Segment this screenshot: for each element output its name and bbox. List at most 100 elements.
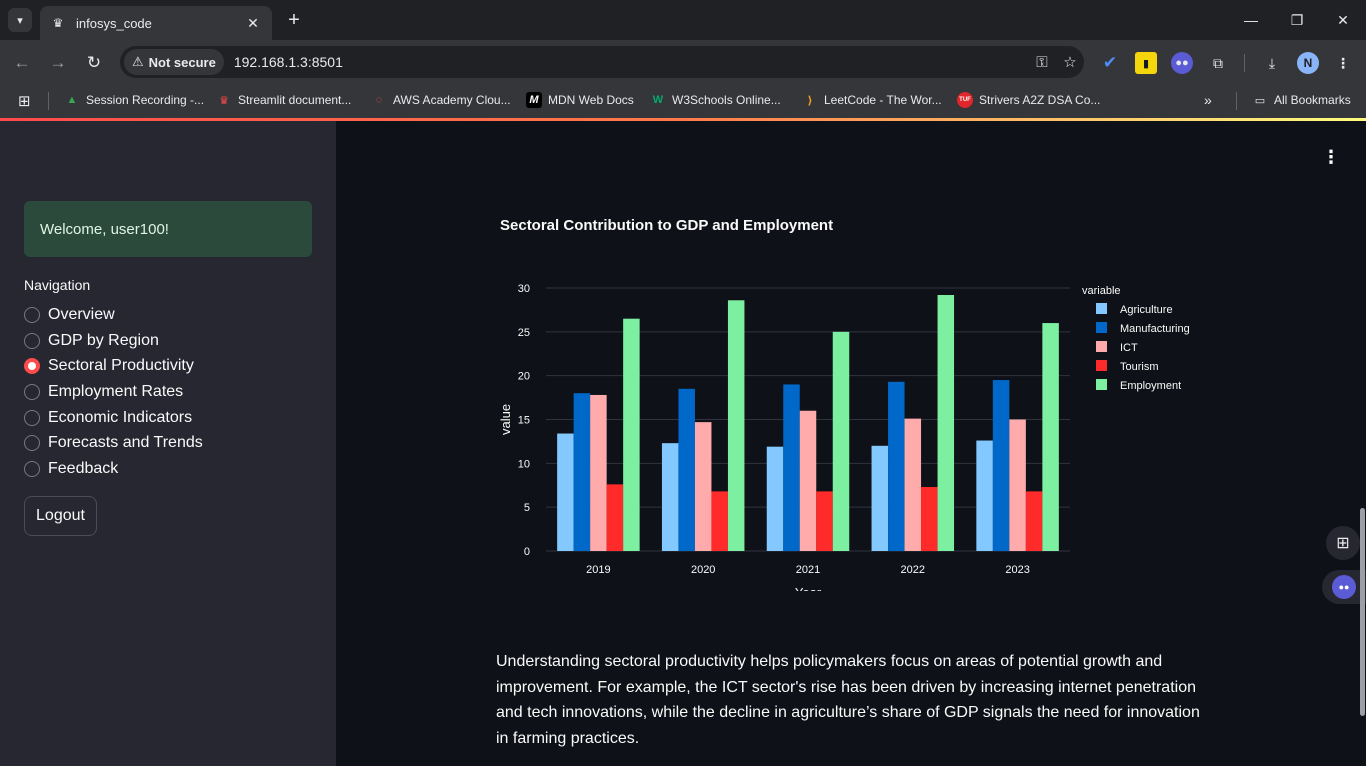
nav-radio-label: Employment Rates: [48, 382, 184, 400]
tab-search-icon[interactable]: ▾: [8, 8, 32, 32]
menu-icon[interactable]: ⋮: [1336, 54, 1350, 71]
nav-radio-label: Feedback: [48, 459, 119, 477]
bar: [904, 418, 922, 551]
logout-button[interactable]: Logout: [24, 496, 97, 536]
radio-unselected-icon[interactable]: [24, 306, 40, 323]
y-tick-label: 20: [518, 371, 530, 383]
bar: [766, 446, 784, 551]
all-bookmarks[interactable]: ▭ All Bookmarks: [1252, 92, 1351, 108]
profile-avatar[interactable]: N: [1297, 52, 1319, 74]
header-accent-bar: [0, 118, 1366, 121]
navigation-heading: Navigation: [24, 277, 91, 293]
bookmark-item[interactable]: TUF Strivers A2Z DSA Co...: [957, 92, 1100, 108]
more-bookmarks-icon[interactable]: »: [1204, 92, 1212, 108]
apps-float-icon[interactable]: ⊞: [1326, 526, 1360, 560]
legend-swatch: [1096, 322, 1107, 333]
bookmark-item[interactable]: W W3Schools Online...: [650, 92, 781, 108]
bar: [832, 331, 850, 551]
aws-icon: ◌: [375, 94, 383, 106]
star-icon[interactable]: ☆: [1063, 54, 1077, 71]
nav-radio-label: GDP by Region: [48, 331, 159, 349]
x-tick-label: 2023: [1005, 564, 1029, 576]
bookmark-label: Streamlit document...: [238, 93, 352, 107]
address-bar[interactable]: ⚠ Not secure 192.168.1.3:8501 ⚿ ☆: [120, 46, 1084, 78]
app-menu-icon[interactable]: ⋮: [1322, 147, 1340, 167]
y-tick-label: 30: [518, 283, 530, 295]
close-tab-icon[interactable]: ✕: [247, 14, 259, 31]
nav-radio-item[interactable]: Forecasts and Trends: [24, 430, 203, 456]
bookmark-item[interactable]: ⟩ LeetCode - The Wor...: [802, 92, 942, 108]
nav-radio-item[interactable]: Feedback: [24, 456, 203, 482]
download-icon[interactable]: ⤓: [1268, 54, 1276, 71]
all-bookmarks-label: All Bookmarks: [1274, 93, 1351, 107]
nav-radio-item[interactable]: Sectoral Productivity: [24, 353, 203, 379]
key-icon[interactable]: ⚿: [1036, 53, 1048, 71]
radio-unselected-icon[interactable]: [24, 409, 40, 426]
bookmark-item[interactable]: ▲ Session Recording -...: [64, 92, 205, 108]
bookmark-label: Strivers A2Z DSA Co...: [979, 93, 1101, 107]
bookmarks-divider: [48, 92, 49, 110]
bookmark-item[interactable]: ◌ AWS Academy Clou...: [371, 92, 511, 108]
bar: [992, 380, 1010, 551]
toolbar-divider: [1244, 54, 1245, 72]
nav-radio-item[interactable]: Economic Indicators: [24, 405, 203, 431]
new-tab-icon[interactable]: +: [288, 8, 300, 31]
x-tick-label: 2021: [796, 564, 820, 576]
assistant-float-button[interactable]: ●●: [1322, 570, 1366, 604]
y-tick-label: 15: [518, 415, 530, 427]
bookmark-label: MDN Web Docs: [548, 93, 634, 107]
url-text[interactable]: 192.168.1.3:8501: [233, 54, 343, 70]
puzzle-icon[interactable]: ⧉: [1213, 54, 1223, 71]
bookmark-item[interactable]: ♛ Streamlit document...: [216, 92, 351, 108]
bar: [661, 443, 679, 551]
x-tick-label: 2022: [901, 564, 925, 576]
restore-icon[interactable]: ❐: [1290, 11, 1304, 28]
legend-swatch: [1096, 360, 1107, 371]
nav-radio-item[interactable]: Overview: [24, 302, 203, 328]
radio-unselected-icon[interactable]: [24, 435, 40, 452]
legend-title: variable: [1082, 285, 1121, 297]
mdn-icon: M: [526, 92, 542, 108]
bar: [871, 445, 889, 551]
bookmark-item[interactable]: M MDN Web Docs: [526, 92, 634, 108]
power-bi-extension-icon[interactable]: ▮: [1135, 52, 1157, 74]
nav-radio-item[interactable]: Employment Rates: [24, 379, 203, 405]
tab-title: infosys_code: [76, 15, 152, 31]
y-tick-label: 5: [524, 502, 530, 514]
bot-extension-icon[interactable]: ●●: [1171, 52, 1193, 74]
bar: [937, 295, 955, 551]
description-text: Understanding sectoral productivity help…: [496, 653, 1200, 747]
nav-radio-item[interactable]: GDP by Region: [24, 328, 203, 354]
radio-unselected-icon[interactable]: [24, 332, 40, 349]
radio-unselected-icon[interactable]: [24, 460, 40, 477]
check-extension-icon[interactable]: ✔: [1102, 53, 1118, 72]
legend-swatch: [1096, 303, 1107, 314]
main-content: ⋮ Sectoral Contribution to GDP and Emplo…: [336, 121, 1366, 766]
bar: [888, 381, 905, 551]
back-icon[interactable]: ←: [13, 53, 31, 72]
scrollbar-thumb[interactable]: [1360, 508, 1365, 716]
bar-chart: 0 5 10 15 20 25 30 2019 2020 2021 2022 2023 Year valu…: [498, 283, 1190, 591]
forward-icon[interactable]: →: [49, 53, 67, 72]
apps-grid-icon[interactable]: ⊞: [18, 93, 31, 110]
minimize-icon[interactable]: —: [1244, 12, 1258, 28]
close-window-icon[interactable]: ✕: [1337, 11, 1349, 28]
security-chip[interactable]: ⚠ Not secure: [124, 49, 224, 75]
browser-tab[interactable]: ♛ infosys_code ✕: [40, 6, 272, 40]
bar: [799, 410, 817, 551]
nav-radio-label: Sectoral Productivity: [48, 357, 194, 375]
legend-label: Employment: [1120, 380, 1181, 392]
reload-icon[interactable]: ↻: [86, 53, 102, 72]
radio-unselected-icon[interactable]: [24, 383, 40, 400]
bookmark-label: LeetCode - The Wor...: [824, 93, 942, 107]
tab-strip: ▾ ♛ infosys_code ✕ + — ❐ ✕: [0, 0, 1366, 40]
bar: [694, 422, 712, 551]
bar: [623, 318, 640, 551]
radio-selected-icon[interactable]: [24, 358, 40, 375]
sidebar: Welcome, user100! Navigation Overview GDP…: [0, 121, 336, 766]
bar: [711, 491, 728, 551]
chart-title: Sectoral Contribution to GDP and Employm…: [500, 217, 834, 234]
bar: [816, 491, 833, 551]
leetcode-icon: ⟩: [807, 94, 813, 107]
bookmark-label: Session Recording -...: [86, 93, 205, 107]
